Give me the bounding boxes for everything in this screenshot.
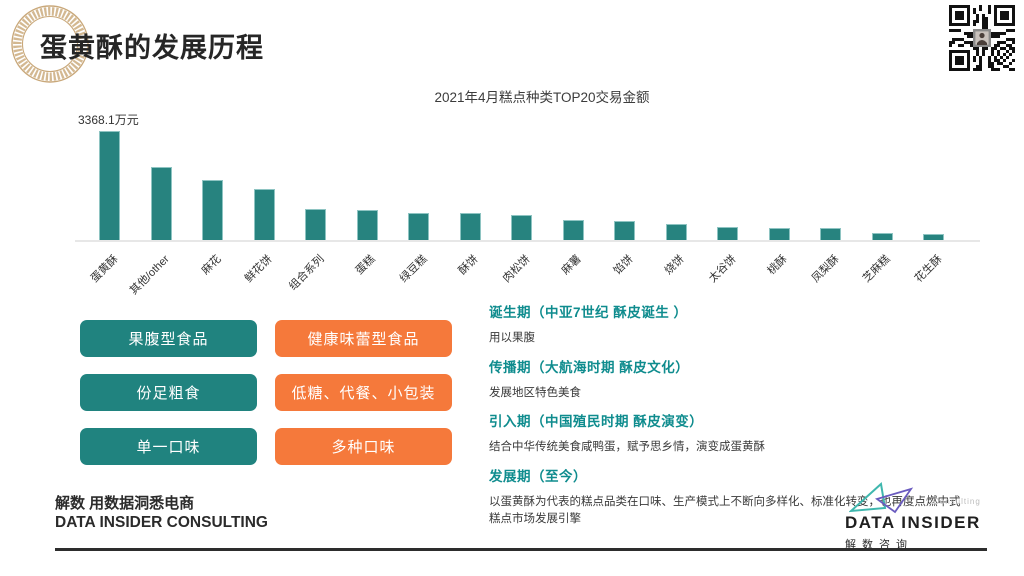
x-tick-label: 烧饼	[662, 253, 687, 278]
chart-bar	[356, 210, 378, 242]
chart-bar-slot: 烧饼	[663, 131, 687, 277]
x-tick-label: 桃酥	[765, 253, 790, 278]
page-title: 蛋黄酥的发展历程	[40, 33, 264, 63]
company-logo: Consulting DATA INSIDER 解数咨询	[845, 481, 985, 552]
chart-bar-slot: 组合系列	[287, 131, 326, 293]
logo-subtitle: 解数咨询	[845, 539, 913, 551]
chart-bar	[150, 166, 172, 242]
x-tick-label: 其他/other	[127, 253, 172, 298]
ornament-ring-icon	[11, 5, 89, 83]
compare-box-filling-food: 果腹型食品	[80, 320, 257, 357]
chart-bar-slot: 桃酥	[766, 131, 790, 277]
chart-bar	[202, 180, 223, 242]
timeline: 诞生期（中亚7世纪 酥皮诞生 ） 用以果腹 传播期（大航海时期 酥皮文化） 发展…	[489, 301, 967, 536]
footer-divider	[55, 548, 987, 551]
x-axis-line	[75, 240, 980, 242]
chart-bar-slot: 太谷饼	[706, 131, 738, 285]
x-tick-label: 馅饼	[611, 253, 636, 278]
x-tick-label: 酥饼	[456, 253, 481, 278]
chart-bar-slot: 其他/other	[128, 131, 172, 297]
chart-bar-slot: 蛋糕	[354, 131, 378, 277]
chart-bar	[253, 189, 275, 242]
chart-bar	[459, 212, 481, 242]
chart-bar	[562, 219, 584, 242]
chart-bar-slot: 酥饼	[457, 131, 481, 277]
timeline-stage-desc: 发展地区特色美食	[489, 386, 581, 399]
chart-bar	[408, 212, 429, 242]
x-tick-label: 蛋黄酥	[88, 253, 121, 285]
footer-slogan-en: DATA INSIDER CONSULTING	[55, 514, 268, 531]
compare-box-coarse-food: 份足粗食	[80, 374, 257, 411]
logo-triangles-icon	[849, 482, 914, 514]
x-tick-label: 绿豆糕	[397, 253, 430, 285]
x-tick-label: 芝麻糕	[860, 253, 893, 285]
timeline-stage-desc: 用以果腹	[489, 332, 535, 344]
x-tick-label: 蛋糕	[353, 253, 378, 278]
compare-box-multi-flavor: 多种口味	[275, 428, 452, 465]
chart-bar	[305, 209, 326, 242]
chart-bar-slot: 麻薯	[560, 131, 584, 277]
x-tick-label: 花生酥	[912, 253, 945, 285]
timeline-stage-title: 传播期（大航海时期 酥皮文化）	[489, 359, 690, 375]
x-tick-label: 凤梨酥	[809, 253, 842, 285]
timeline-stage-title: 引入期（中国殖民时期 酥皮演变）	[489, 414, 704, 430]
chart-bar-slot: 馅饼	[611, 131, 635, 277]
qr-code	[949, 5, 1015, 71]
timeline-stage-desc: 结合中华传统美食咸鸭蛋，赋予思乡情，演变成蛋黄酥	[489, 441, 765, 454]
chart-bar	[99, 131, 120, 242]
chart-bar-slot: 芝麻糕	[861, 131, 893, 285]
chart-bar-slot: 凤梨酥	[809, 131, 841, 285]
timeline-stage-title: 诞生期（中亚7世纪 酥皮诞生 ）	[489, 305, 688, 320]
x-tick-label: 太谷饼	[706, 253, 739, 285]
timeline-stage-title: 发展期（至今）	[489, 469, 587, 485]
logo-title: DATA INSIDER	[845, 513, 981, 532]
footer-slogan-cn: 解数 用数据洞悉电商	[55, 495, 195, 512]
chart-bar-slot: 肉松饼	[500, 131, 532, 285]
compare-box-low-sugar: 低糖、代餐、小包装	[275, 374, 452, 411]
x-tick-label: 麻花	[199, 253, 224, 278]
compare-box-single-flavor: 单一口味	[80, 428, 257, 465]
chart-bar-slot: 绿豆糕	[397, 131, 429, 285]
bar-chart: 蛋黄酥 其他/other 麻花 鲜花饼 组合系列 蛋糕 绿豆糕 酥饼 肉松饼 麻薯 馅饼 烧饼 太谷饼 桃…	[88, 131, 944, 297]
chart-bar-slot: 花生酥	[912, 131, 944, 285]
chart-bar	[511, 214, 532, 242]
timeline-stage-desc: 以蛋黄酥为代表的糕点品类在口味、生产模式上不断向多样化、标准化转变，也再度点燃中…	[489, 496, 961, 525]
x-tick-label: 组合系列	[286, 253, 327, 293]
x-tick-label: 肉松饼	[500, 253, 533, 285]
chart-bar-slot: 麻花	[199, 131, 223, 277]
chart-title: 2021年4月糕点种类TOP20交易金额	[434, 90, 650, 105]
compare-box-healthy-food: 健康味蕾型食品	[275, 320, 452, 357]
chart-max-value-label: 3368.1万元	[78, 113, 139, 127]
chart-bar-slot: 鲜花饼	[243, 131, 275, 285]
x-tick-label: 麻薯	[559, 253, 584, 278]
x-tick-label: 鲜花饼	[242, 253, 275, 285]
chart-bar	[614, 221, 635, 242]
logo-consulting-label: Consulting	[933, 497, 981, 506]
chart-bar-slot: 蛋黄酥	[88, 131, 120, 285]
